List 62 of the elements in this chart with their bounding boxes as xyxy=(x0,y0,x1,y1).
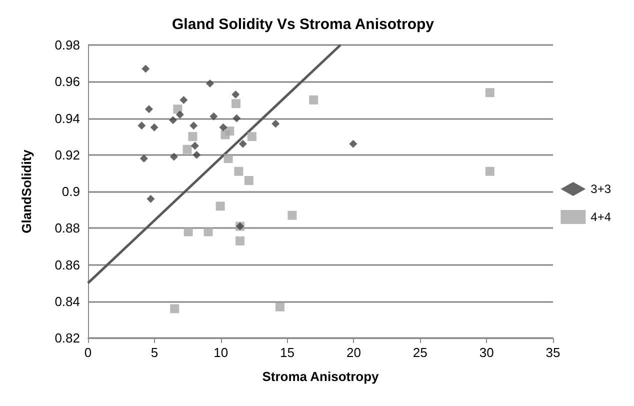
legend-label: 4+4 xyxy=(590,210,612,224)
y-tick-label: 0.84 xyxy=(54,294,80,309)
x-tick-label: 30 xyxy=(479,345,494,360)
point xyxy=(232,99,241,108)
point xyxy=(182,144,192,154)
point xyxy=(190,122,198,130)
point xyxy=(142,64,150,73)
point xyxy=(180,96,188,104)
y-tick-label: 0.92 xyxy=(54,147,80,162)
point xyxy=(234,166,244,176)
point xyxy=(204,227,213,236)
point xyxy=(238,140,247,148)
point xyxy=(210,112,218,120)
legend-label: 3+3 xyxy=(590,182,612,196)
point xyxy=(170,152,178,161)
point xyxy=(485,166,494,176)
y-tick-label: 0.82 xyxy=(54,330,80,346)
x-tick-label: 25 xyxy=(412,345,428,360)
point xyxy=(188,132,198,142)
point xyxy=(247,132,256,142)
point xyxy=(140,154,148,163)
point xyxy=(232,90,240,98)
point xyxy=(220,130,230,140)
point xyxy=(144,105,153,114)
point xyxy=(138,122,146,130)
point xyxy=(216,202,225,211)
point xyxy=(192,150,201,159)
x-tick-label: 35 xyxy=(546,345,560,360)
x-tick-label: 10 xyxy=(214,345,228,360)
point xyxy=(219,123,228,132)
point xyxy=(190,142,199,150)
point xyxy=(173,104,182,114)
point xyxy=(244,176,254,186)
point xyxy=(206,79,214,88)
point xyxy=(349,140,358,148)
point xyxy=(309,95,318,104)
point xyxy=(235,236,244,246)
x-tick-label: 0 xyxy=(84,345,92,360)
point xyxy=(224,154,233,164)
y-tick-label: 0.86 xyxy=(54,257,80,272)
y-axis-title: GlandSolidity xyxy=(19,148,34,234)
y-tick-label: 0.98 xyxy=(54,38,80,52)
point xyxy=(146,194,155,203)
x-axis-title: Stroma Anisotropy xyxy=(262,369,380,384)
y-tick-label: 0.88 xyxy=(54,220,80,236)
point xyxy=(184,227,193,236)
point xyxy=(275,302,284,312)
x-tick-label: 5 xyxy=(150,345,158,360)
point xyxy=(272,120,280,128)
y-tick-label: 0.96 xyxy=(54,74,80,90)
point xyxy=(169,116,178,124)
x-tick-label: 20 xyxy=(346,345,361,360)
point xyxy=(288,210,297,220)
point xyxy=(150,123,158,132)
chart-title: Gland Solidity Vs Stroma Anisotropy xyxy=(172,16,435,33)
point xyxy=(176,110,184,119)
point xyxy=(485,88,494,98)
point xyxy=(232,114,241,122)
y-tick-label: 0.94 xyxy=(54,110,80,126)
x-tick-label: 15 xyxy=(280,345,295,360)
y-tick-label: 0.9 xyxy=(62,184,80,199)
point xyxy=(170,304,180,314)
